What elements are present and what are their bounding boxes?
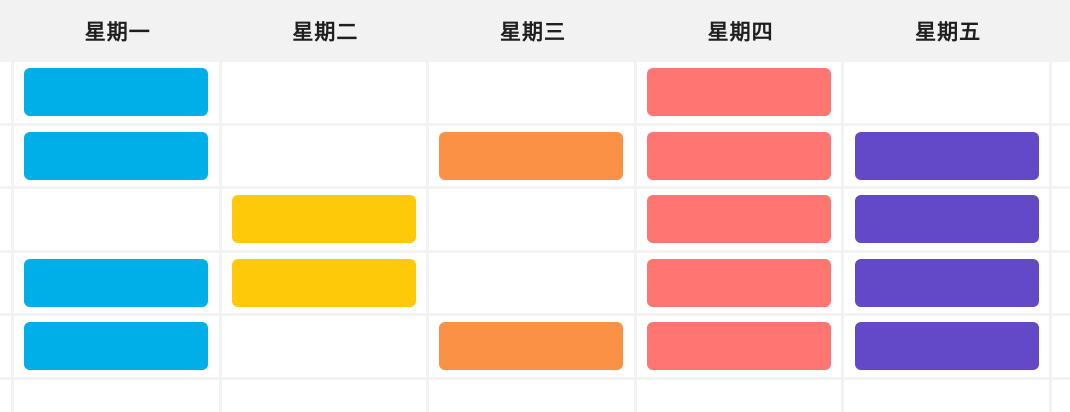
- schedule-cell-tuesday-row2[interactable]: [221, 125, 430, 189]
- spacer-cell-right: [1051, 62, 1070, 126]
- event-block-blue[interactable]: [24, 258, 209, 307]
- event-block-red[interactable]: [647, 258, 832, 307]
- schedule-cell-tuesday-row5[interactable]: [221, 316, 430, 380]
- schedule-cell-tuesday-row3[interactable]: [221, 189, 430, 253]
- event-block-yellow[interactable]: [231, 258, 416, 307]
- schedule-cell-wednesday-row3[interactable]: [429, 189, 637, 253]
- event-block-red[interactable]: [647, 68, 832, 117]
- schedule-cell-wednesday-row6[interactable]: [429, 379, 637, 412]
- event-block-blue[interactable]: [24, 68, 209, 117]
- spacer-cell-right: [1051, 189, 1070, 253]
- weekday-header-friday: 星期五: [915, 21, 982, 44]
- event-block-purple[interactable]: [854, 131, 1039, 180]
- schedule-cell-monday-row2[interactable]: [14, 125, 222, 189]
- event-block-purple[interactable]: [854, 195, 1039, 244]
- schedule-cell-monday-row4[interactable]: [14, 252, 222, 316]
- schedule-cell-wednesday-row1[interactable]: [429, 62, 637, 126]
- event-block-red[interactable]: [647, 195, 832, 244]
- schedule-row-4: [0, 252, 1070, 316]
- spacer-cell-left: [0, 125, 14, 189]
- header-spacer-right: [1052, 0, 1070, 62]
- schedule-cell-friday-row5[interactable]: [844, 316, 1052, 380]
- schedule-cell-thursday-row6[interactable]: [636, 379, 845, 412]
- schedule-cell-monday-row3[interactable]: [14, 189, 222, 253]
- schedule-cell-monday-row5[interactable]: [14, 316, 222, 380]
- spacer-cell-left: [0, 316, 14, 380]
- event-block-orange[interactable]: [439, 131, 624, 180]
- weekday-header-tuesday: 星期二: [292, 21, 359, 44]
- spacer-cell-left: [0, 379, 14, 412]
- schedule-grid: [0, 62, 1070, 412]
- schedule-cell-tuesday-row1[interactable]: [221, 62, 430, 126]
- schedule-cell-thursday-row4[interactable]: [636, 252, 845, 316]
- schedule-cell-wednesday-row5[interactable]: [429, 316, 637, 380]
- schedule-cell-friday-row6[interactable]: [844, 379, 1052, 412]
- event-block-purple[interactable]: [854, 322, 1039, 371]
- schedule-row-2: [0, 125, 1070, 189]
- spacer-cell-right: [1051, 125, 1070, 189]
- schedule-cell-monday-row1[interactable]: [14, 62, 222, 126]
- weekday-header-row: 星期一 星期二 星期三 星期四 星期五: [0, 0, 1070, 62]
- schedule-cell-thursday-row1[interactable]: [636, 62, 845, 126]
- schedule-cell-friday-row1[interactable]: [844, 62, 1052, 126]
- schedule-cell-friday-row2[interactable]: [844, 125, 1052, 189]
- schedule-row-1: [0, 62, 1070, 126]
- spacer-cell-left: [0, 189, 14, 253]
- weekday-header-thursday: 星期四: [707, 21, 774, 44]
- schedule-cell-thursday-row5[interactable]: [636, 316, 845, 380]
- schedule-row-6: [0, 379, 1070, 412]
- schedule-cell-thursday-row2[interactable]: [636, 125, 845, 189]
- event-block-blue[interactable]: [24, 322, 209, 371]
- schedule-cell-friday-row4[interactable]: [844, 252, 1052, 316]
- schedule-cell-wednesday-row2[interactable]: [429, 125, 637, 189]
- spacer-cell-right: [1051, 379, 1070, 412]
- spacer-cell-left: [0, 62, 14, 126]
- schedule-cell-tuesday-row4[interactable]: [221, 252, 430, 316]
- event-block-red[interactable]: [647, 322, 832, 371]
- schedule-cell-thursday-row3[interactable]: [636, 189, 845, 253]
- event-block-orange[interactable]: [439, 322, 624, 371]
- schedule-cell-wednesday-row4[interactable]: [429, 252, 637, 316]
- spacer-cell-right: [1051, 252, 1070, 316]
- event-block-red[interactable]: [647, 131, 832, 180]
- schedule-cell-tuesday-row6[interactable]: [221, 379, 430, 412]
- weekday-header-monday: 星期一: [84, 21, 151, 44]
- schedule-row-5: [0, 316, 1070, 380]
- header-spacer-left: [0, 0, 14, 62]
- schedule-row-3: [0, 189, 1070, 253]
- spacer-cell-left: [0, 252, 14, 316]
- event-block-purple[interactable]: [854, 258, 1039, 307]
- weekday-header-wednesday: 星期三: [499, 21, 566, 44]
- spacer-cell-right: [1051, 316, 1070, 380]
- schedule-cell-friday-row3[interactable]: [844, 189, 1052, 253]
- schedule-cell-monday-row6[interactable]: [14, 379, 222, 412]
- event-block-blue[interactable]: [24, 131, 209, 180]
- event-block-yellow[interactable]: [231, 195, 416, 244]
